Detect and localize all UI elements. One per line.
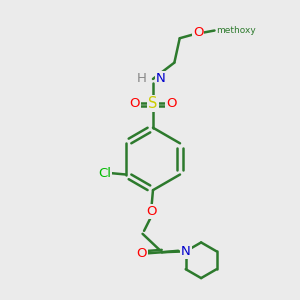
Text: O: O <box>129 97 140 110</box>
Text: O: O <box>193 26 203 39</box>
Text: H: H <box>136 73 146 85</box>
Text: methoxy: methoxy <box>216 26 256 35</box>
Text: N: N <box>181 245 190 258</box>
Text: N: N <box>156 73 166 85</box>
Text: S: S <box>148 96 158 111</box>
Text: O: O <box>146 205 157 218</box>
Text: O: O <box>136 247 147 260</box>
Text: Cl: Cl <box>98 167 111 179</box>
Text: O: O <box>166 97 177 110</box>
